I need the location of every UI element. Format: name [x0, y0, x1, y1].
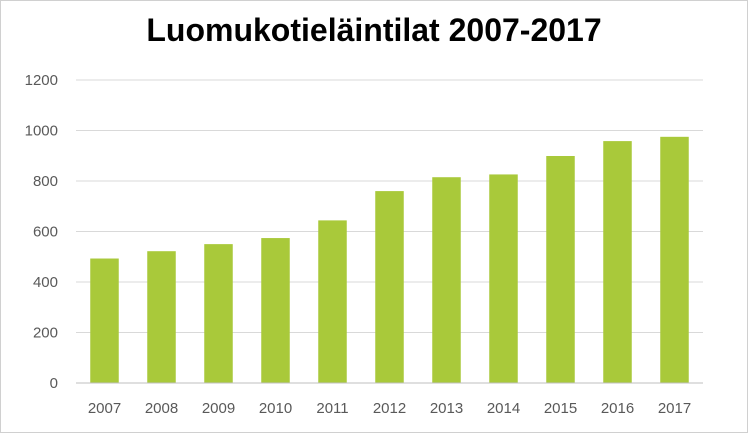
bar [432, 177, 461, 383]
y-tick-label: 1200 [25, 72, 58, 89]
x-tick-label: 2013 [430, 400, 463, 417]
x-tick-label: 2007 [88, 400, 121, 417]
y-tick-label: 1000 [25, 123, 58, 140]
x-tick-label: 2016 [601, 400, 634, 417]
x-tick-label: 2015 [544, 400, 577, 417]
bar [261, 238, 290, 383]
y-tick-label: 200 [33, 325, 58, 342]
chart-title: Luomukotieläintilat 2007-2017 [146, 12, 602, 48]
x-tick-label: 2012 [373, 400, 406, 417]
y-tick-label: 400 [33, 274, 58, 291]
y-tick-label: 600 [33, 224, 58, 241]
x-tick-label: 2009 [202, 400, 235, 417]
bar [147, 251, 176, 383]
x-tick-label: 2010 [259, 400, 292, 417]
bar [489, 174, 518, 383]
bar [90, 258, 119, 383]
x-tick-label: 2008 [145, 400, 178, 417]
bar [603, 141, 632, 383]
bar [660, 136, 689, 383]
y-tick-label: 0 [50, 375, 58, 392]
y-tick-label: 800 [33, 173, 58, 190]
x-tick-label: 2017 [658, 400, 691, 417]
x-tick-label: 2014 [487, 400, 520, 417]
bar [204, 244, 233, 383]
x-tick-label: 2011 [316, 400, 348, 417]
bar [546, 156, 575, 383]
bar [375, 191, 404, 383]
bar [318, 220, 347, 383]
